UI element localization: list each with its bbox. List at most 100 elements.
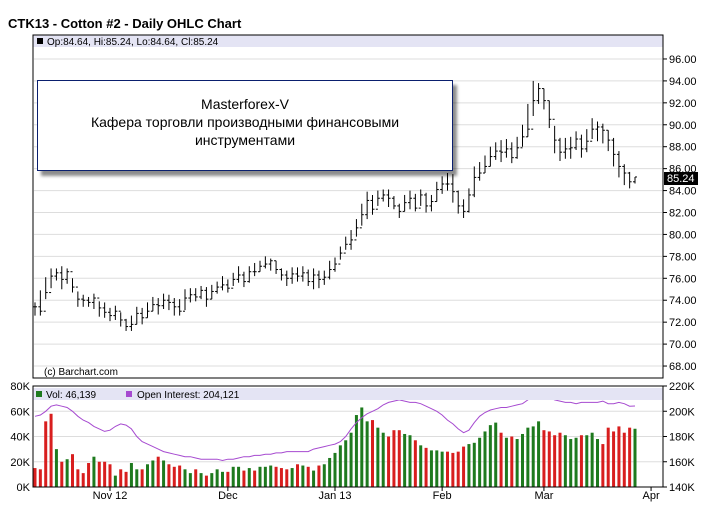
volume-bar xyxy=(269,465,273,487)
volume-tick-label: 60K xyxy=(10,406,30,418)
ohlc-bar xyxy=(284,270,289,286)
ohlc-bar xyxy=(584,129,589,153)
date-tick-label: Mar xyxy=(534,490,553,502)
volume-readout: Vol: 46,139 xyxy=(46,390,96,401)
ohlc-bar xyxy=(263,256,268,269)
price-tick-label: 82.00 xyxy=(669,208,697,220)
volume-grid xyxy=(34,385,662,488)
volume-bar xyxy=(478,437,482,487)
volume-bar xyxy=(258,466,262,487)
volume-bar xyxy=(199,473,203,487)
volume-bar xyxy=(167,464,171,487)
ohlc-bar xyxy=(359,203,364,229)
ohlc-bar xyxy=(225,279,230,293)
volume-bar xyxy=(306,466,310,487)
volume-bar xyxy=(521,433,524,487)
volume-bar xyxy=(119,469,123,487)
ohlc-bar xyxy=(349,230,354,250)
volume-bar xyxy=(483,431,487,487)
ohlc-bar xyxy=(579,134,584,158)
ohlc-bar xyxy=(520,124,525,149)
volume-bar xyxy=(440,451,444,487)
ohlc-bar xyxy=(59,266,64,290)
volume-bar xyxy=(162,460,166,487)
ohlc-bar xyxy=(161,293,166,310)
ohlc-bar xyxy=(504,139,509,158)
volume-bar xyxy=(44,421,48,487)
volume-bar xyxy=(333,452,337,487)
ohlc-bar xyxy=(209,284,214,300)
volume-tick-label: 20K xyxy=(10,457,30,469)
price-tick-label: 76.00 xyxy=(669,273,697,285)
volume-bar xyxy=(253,470,257,487)
volume-bar xyxy=(435,450,439,487)
last-price-label: 85.24 xyxy=(667,173,695,185)
price-tick-label: 68.00 xyxy=(669,361,697,373)
volume-bar xyxy=(124,471,128,487)
ohlc-bar xyxy=(493,142,498,160)
ohlc-bar xyxy=(177,299,182,316)
volume-bar xyxy=(419,445,423,487)
ohlc-bar xyxy=(590,118,595,142)
volume-bar xyxy=(344,440,348,487)
ohlc-bar xyxy=(563,137,568,159)
oi-readout: Open Interest: 204,121 xyxy=(137,390,240,401)
ohlc-bar xyxy=(70,271,75,293)
volume-bar xyxy=(135,469,139,487)
oi-tick-label: 160K xyxy=(669,457,695,469)
ohlc-bar xyxy=(300,266,305,282)
ohlc-bar xyxy=(274,260,279,274)
ohlc-bar xyxy=(381,189,386,202)
watermark-box: Masterforex-V Кафера торговли производны… xyxy=(37,80,453,171)
ohlc-bar xyxy=(236,266,241,283)
oi-axis: 140K 160K 180K 200K 220K xyxy=(663,381,695,494)
volume-bar xyxy=(210,473,214,487)
volume-bar xyxy=(151,460,155,487)
volume-bar xyxy=(408,435,412,487)
price-tick-label: 72.00 xyxy=(669,317,697,329)
volume-bar xyxy=(360,407,364,487)
date-tick-label: Nov 12 xyxy=(93,490,128,502)
ohlc-bar xyxy=(247,266,252,283)
ohlc-bar xyxy=(295,267,300,282)
volume-bar xyxy=(33,468,37,487)
volume-bar xyxy=(526,427,530,487)
ohlc-bar xyxy=(252,262,257,277)
ohlc-bar xyxy=(456,190,461,214)
volume-bar xyxy=(108,464,112,487)
date-tick-label: Jan 13 xyxy=(318,490,351,502)
volume-bar xyxy=(87,463,91,487)
ohlc-bar xyxy=(509,142,514,164)
volume-header-strip xyxy=(33,388,663,400)
ohlc-bar xyxy=(102,302,107,318)
ohlc-bar xyxy=(118,310,123,327)
ohlc-bar xyxy=(343,236,348,254)
volume-bar xyxy=(274,466,278,487)
ohlc-bar xyxy=(108,307,112,322)
ohlc-bar xyxy=(193,288,198,302)
volume-bar xyxy=(429,450,433,487)
ohlc-bar xyxy=(220,276,225,291)
volume-bar xyxy=(156,456,160,487)
volume-tick-label: 40K xyxy=(10,432,30,444)
volume-bar xyxy=(403,433,407,487)
watermark-subtitle-2: инструментами xyxy=(194,132,296,148)
volume-bar xyxy=(317,465,321,487)
volume-bar xyxy=(231,466,235,487)
ohlc-bar xyxy=(424,192,429,213)
volume-bar xyxy=(537,421,541,487)
ohlc-bar xyxy=(536,83,541,104)
ohlc-bar xyxy=(145,302,150,319)
volume-bar xyxy=(585,435,589,487)
volume-bar xyxy=(472,442,476,487)
price-tick-label: 84.00 xyxy=(669,186,697,198)
date-axis: Nov 12 Dec Jan 13 Feb Mar Apr xyxy=(93,487,660,502)
date-tick-label: Apr xyxy=(643,490,660,502)
ohlc-bar xyxy=(595,121,600,142)
ohlc-bar xyxy=(306,269,311,286)
volume-bar xyxy=(113,475,117,487)
ohlc-bar xyxy=(134,306,139,325)
volume-bar xyxy=(563,435,567,487)
ohlc-bar xyxy=(354,219,359,241)
